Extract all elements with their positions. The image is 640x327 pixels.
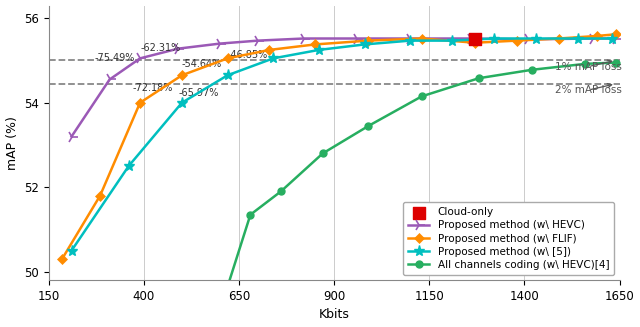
All channels coding (w\ HEVC)[4] — [319, 151, 326, 155]
Proposed method (w\ FLIF) — [96, 194, 104, 198]
Proposed method (w\ FLIF) — [555, 37, 563, 41]
Proposed method (w\ [5]) — [608, 37, 616, 41]
Proposed method (w\ FLIF) — [178, 73, 186, 77]
All channels coding (w\ HEVC)[4] — [277, 189, 285, 193]
Proposed method (w\ HEVC) — [406, 37, 414, 41]
Line: All channels coding (w\ HEVC)[4]: All channels coding (w\ HEVC)[4] — [207, 59, 620, 327]
Proposed method (w\ FLIF) — [266, 48, 273, 52]
X-axis label: Kbits: Kbits — [319, 308, 349, 321]
Line: Proposed method (w\ HEVC): Proposed method (w\ HEVC) — [65, 32, 622, 143]
Proposed method (w\ [5]) — [532, 37, 540, 41]
All channels coding (w\ HEVC)[4] — [418, 95, 426, 98]
Proposed method (w\ HEVC) — [68, 135, 76, 139]
All channels coding (w\ HEVC)[4] — [475, 76, 483, 80]
Line: Proposed method (w\ FLIF): Proposed method (w\ FLIF) — [58, 31, 620, 263]
Text: -54.64%: -54.64% — [182, 59, 222, 69]
Proposed method (w\ [5]) — [224, 73, 232, 77]
Proposed method (w\ [5]) — [178, 101, 186, 105]
Cloud-only — [470, 37, 480, 42]
Proposed method (w\ FLIF) — [58, 257, 66, 261]
All channels coding (w\ HEVC)[4] — [365, 124, 372, 128]
Text: -65.97%: -65.97% — [178, 88, 218, 98]
Proposed method (w\ [5]) — [315, 48, 323, 52]
Proposed method (w\ [5]) — [125, 164, 132, 168]
Text: -62.31%: -62.31% — [140, 43, 180, 53]
Proposed method (w\ FLIF) — [471, 41, 479, 45]
Text: -72.18%: -72.18% — [132, 83, 173, 94]
Legend: Cloud-only, Proposed method (w\ HEVC), Proposed method (w\ FLIF), Proposed metho: Cloud-only, Proposed method (w\ HEVC), P… — [403, 202, 614, 275]
Proposed method (w\ FLIF) — [593, 34, 600, 38]
Text: -46.85%: -46.85% — [228, 50, 268, 60]
Text: 2% mAP loss: 2% mAP loss — [555, 84, 621, 95]
All channels coding (w\ HEVC)[4] — [528, 68, 536, 72]
Line: Proposed method (w\ [5]): Proposed method (w\ [5]) — [66, 33, 618, 256]
Text: -75.49%: -75.49% — [94, 53, 135, 62]
All channels coding (w\ HEVC)[4] — [582, 62, 589, 66]
Proposed method (w\ HEVC) — [136, 56, 144, 60]
Proposed method (w\ [5]) — [68, 249, 76, 252]
Proposed method (w\ HEVC) — [254, 39, 262, 43]
Proposed method (w\ HEVC) — [300, 37, 308, 41]
Proposed method (w\ FLIF) — [612, 32, 620, 36]
Proposed method (w\ HEVC) — [174, 47, 182, 51]
Y-axis label: mAP (%): mAP (%) — [6, 116, 19, 170]
Proposed method (w\ HEVC) — [353, 37, 361, 41]
Proposed method (w\ HEVC) — [106, 77, 113, 81]
All channels coding (w\ HEVC)[4] — [612, 60, 620, 64]
Proposed method (w\ [5]) — [448, 39, 456, 43]
Proposed method (w\ [5]) — [490, 37, 498, 41]
Proposed method (w\ HEVC) — [589, 37, 596, 41]
Proposed method (w\ FLIF) — [224, 56, 232, 60]
Proposed method (w\ FLIF) — [418, 37, 426, 41]
Proposed method (w\ HEVC) — [467, 37, 475, 41]
Proposed method (w\ [5]) — [574, 37, 582, 41]
Text: 1% mAP loss: 1% mAP loss — [555, 60, 621, 72]
Proposed method (w\ FLIF) — [136, 101, 144, 105]
Proposed method (w\ [5]) — [269, 56, 277, 60]
All channels coding (w\ HEVC)[4] — [246, 213, 254, 217]
Proposed method (w\ HEVC) — [524, 37, 532, 41]
All channels coding (w\ HEVC)[4] — [224, 284, 232, 288]
Proposed method (w\ HEVC) — [216, 42, 224, 45]
Proposed method (w\ [5]) — [361, 43, 369, 46]
Proposed method (w\ FLIF) — [311, 43, 319, 46]
Proposed method (w\ FLIF) — [513, 39, 521, 43]
Proposed method (w\ FLIF) — [365, 39, 372, 43]
Proposed method (w\ [5]) — [406, 39, 414, 43]
Proposed method (w\ HEVC) — [612, 37, 620, 41]
